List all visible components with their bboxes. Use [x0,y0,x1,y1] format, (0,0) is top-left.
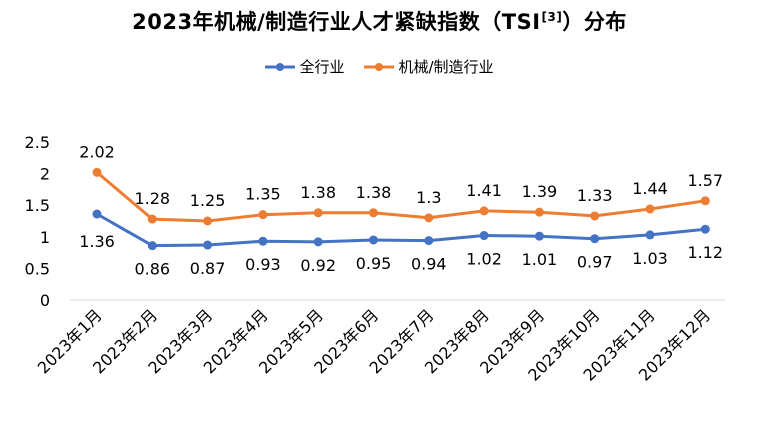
data-point-0 [700,224,710,234]
legend: 全行业 机械/制造行业 [0,56,759,77]
data-point-0 [424,236,434,246]
data-point-1 [203,216,213,226]
data-label-0: 0.93 [245,255,281,274]
data-label-0: 0.92 [300,256,336,275]
legend-entry-machinery: 机械/制造行业 [364,56,494,77]
data-point-0 [645,230,655,240]
y-tick-label: 2.5 [25,133,50,152]
data-label-1: 1.57 [687,171,723,190]
data-label-0: 1.12 [687,243,723,262]
data-label-0: 1.03 [632,249,668,268]
data-point-1 [590,211,600,221]
data-point-1 [369,208,378,218]
data-label-0: 0.87 [190,259,226,278]
data-label-0: 0.97 [577,253,613,272]
legend-marker-machinery [364,62,395,71]
data-point-0 [147,241,157,251]
data-label-1: 2.02 [79,142,115,161]
data-label-1: 1.38 [356,183,392,202]
legend-marker-all-industries [265,62,296,71]
y-tick-label: 1 [40,228,50,247]
data-label-1: 1.28 [134,189,170,208]
data-point-0 [258,236,268,246]
data-label-0: 0.86 [134,260,170,279]
data-label-1: 1.39 [522,182,558,201]
data-point-1 [700,196,710,206]
chart-title-superscript: [3] [541,10,563,24]
data-label-1: 1.35 [245,185,281,204]
data-label-1: 1.44 [632,179,668,198]
data-label-0: 1.02 [466,250,502,269]
y-tick-label: 2 [40,165,50,184]
data-point-1 [147,214,157,224]
data-point-0 [369,235,378,245]
data-label-1: 1.33 [577,186,613,205]
data-point-0 [590,234,600,244]
data-label-1: 1.25 [190,191,226,210]
y-tick-label: 1.5 [25,196,50,215]
data-point-0 [203,240,213,250]
data-point-0 [92,209,102,219]
data-point-0 [479,231,489,241]
legend-entry-all-industries: 全行业 [265,56,344,77]
data-label-1: 1.38 [300,183,336,202]
legend-label-machinery: 机械/制造行业 [398,58,494,76]
data-label-1: 1.3 [416,188,441,207]
data-point-1 [313,208,323,218]
data-label-1: 1.41 [466,181,502,200]
data-label-0: 1.36 [79,232,115,251]
data-point-0 [534,231,544,241]
y-tick-label: 0.5 [25,259,50,278]
data-label-0: 0.95 [356,254,392,273]
data-point-1 [479,206,489,216]
series-line-1 [96,171,706,223]
data-point-1 [645,204,655,214]
data-point-0 [313,237,323,247]
data-point-1 [534,207,544,217]
data-point-1 [424,213,434,223]
series-line-0 [96,212,706,248]
data-label-0: 0.94 [411,255,447,274]
data-point-1 [92,167,102,177]
y-tick-label: 0 [40,291,50,310]
data-label-0: 1.01 [522,250,558,269]
chart-title-suffix: ）分布 [562,10,627,34]
chart-title-main: 2023年机械/制造行业人才紧缺指数（TSI [132,10,541,34]
chart-title: 2023年机械/制造行业人才紧缺指数（TSI[3]）分布 [0,6,759,36]
data-point-1 [258,210,268,220]
legend-label-all-industries: 全行业 [299,58,345,76]
